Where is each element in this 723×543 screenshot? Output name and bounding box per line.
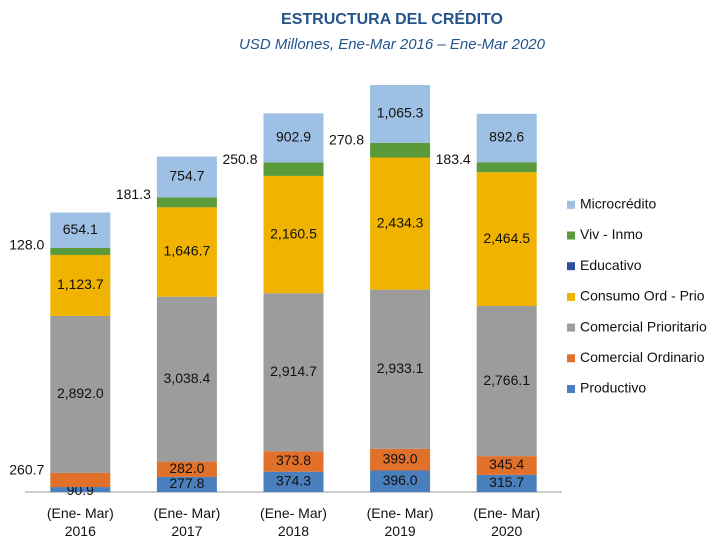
bar-segment	[263, 293, 324, 452]
data-label: 2,434.3	[377, 214, 424, 230]
data-label: 1,065.3	[377, 105, 424, 121]
bar-segment	[370, 85, 431, 143]
chart-subtitle: USD Millones, Ene-Mar 2016 – Ene-Mar 202…	[239, 36, 546, 53]
bar-segment	[263, 451, 324, 472]
data-label: 128.0	[9, 237, 44, 253]
x-tick-label: (Ene- Mar) 2018	[260, 505, 327, 539]
bar-segment	[476, 305, 537, 457]
data-label: 315.7	[489, 474, 524, 490]
legend-swatch	[567, 292, 575, 301]
bar-segment	[156, 296, 217, 462]
bar-segment	[370, 448, 431, 471]
chart-title: ESTRUCTURA DEL CRÉDITO	[281, 9, 503, 28]
bar-segment	[156, 207, 217, 297]
legend-swatch	[567, 385, 575, 393]
data-label: 183.4	[436, 151, 471, 167]
data-label: 1,646.7	[164, 243, 211, 259]
legend-swatch	[567, 354, 575, 363]
data-label: 345.4	[489, 456, 524, 472]
bar-segment	[50, 487, 111, 492]
data-label: 270.8	[329, 132, 364, 148]
bar-segment	[476, 162, 537, 173]
data-label: 3,038.4	[164, 370, 211, 386]
x-tick-label: (Ene- Mar) 2016	[47, 505, 114, 539]
data-label: 2,933.1	[377, 360, 424, 376]
x-tick-label: (Ene- Mar) 2017	[153, 505, 220, 539]
legend-label: Viv - Inmo	[580, 226, 643, 242]
data-label: 2,766.1	[483, 372, 530, 388]
bar-segment	[263, 113, 324, 163]
legend-swatch	[567, 262, 575, 271]
data-label: 892.6	[489, 129, 524, 145]
data-label: 181.3	[116, 186, 151, 202]
data-label: 2,892.0	[57, 385, 104, 401]
bar-segment	[370, 142, 431, 158]
bar-segment	[263, 471, 324, 492]
x-tick-label: (Ene- Mar) 2020	[473, 505, 540, 539]
bar-segment	[50, 254, 111, 316]
data-label: 374.3	[276, 473, 311, 489]
bar-segment	[50, 212, 111, 249]
bar-segment	[156, 476, 217, 492]
data-label: 282.0	[169, 460, 204, 476]
legend-label: Productivo	[580, 380, 646, 396]
bar-segment	[50, 248, 111, 255]
data-label: 396.0	[383, 472, 418, 488]
data-label: 1,123.7	[57, 276, 104, 292]
bar-segment	[370, 470, 431, 492]
data-label: 277.8	[169, 475, 204, 491]
legend-swatch	[567, 231, 575, 240]
legend-label: Educativo	[580, 257, 642, 273]
legend-label: Comercial Ordinario	[580, 349, 705, 365]
bar-segment	[50, 315, 111, 473]
data-label: 373.8	[276, 452, 311, 468]
bar-segment	[156, 156, 217, 198]
data-label: 2,914.7	[270, 363, 317, 379]
bar-segment	[156, 461, 217, 477]
data-label: 250.8	[222, 151, 257, 167]
bar-segment	[156, 197, 217, 208]
legend-label: Microcrédito	[580, 196, 656, 212]
bar-segment	[476, 172, 537, 306]
legend-swatch	[567, 323, 575, 332]
x-tick-label: (Ene- Mar) 2019	[367, 505, 434, 539]
bar-segment	[476, 456, 537, 475]
legend-label: Consumo Ord - Prio	[580, 288, 705, 304]
bar-segment	[370, 289, 431, 449]
legend-label: Comercial Prioritario	[580, 318, 707, 334]
bar-segment	[263, 175, 324, 294]
bar-segment	[50, 472, 111, 488]
bar-segment	[370, 157, 431, 290]
bar-segment	[476, 474, 537, 492]
data-label: 260.7	[9, 462, 44, 478]
data-label: 2,464.5	[483, 230, 530, 246]
data-label: 654.1	[63, 221, 98, 237]
data-label: 399.0	[383, 450, 418, 466]
legend-swatch	[567, 200, 575, 209]
data-label: 902.9	[276, 129, 311, 145]
data-label: 2,160.5	[270, 225, 317, 241]
bar-segment	[263, 162, 324, 176]
data-label: 754.7	[169, 168, 204, 184]
bar-segment	[476, 113, 537, 163]
